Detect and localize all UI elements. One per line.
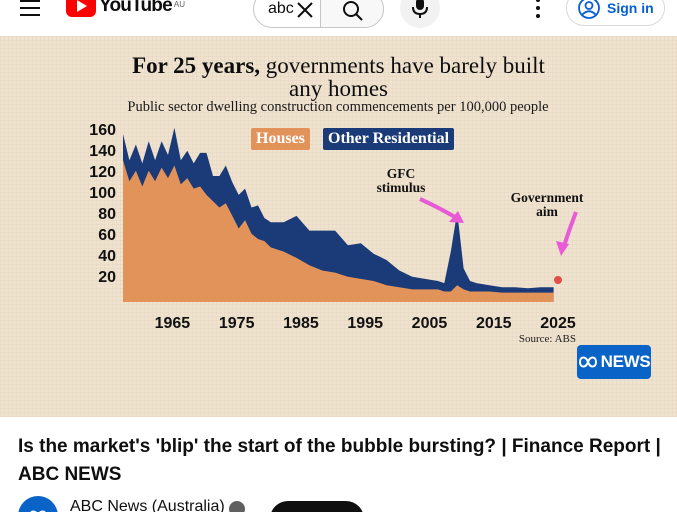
x-axis: 1965 1975 1985 1995 2005 2015 2025	[155, 315, 576, 332]
verified-icon	[229, 501, 245, 512]
legend-other-residential: Other Residential	[323, 128, 455, 150]
government-aim-point	[554, 276, 562, 284]
chart-title-rest: governments have barely built	[260, 53, 545, 78]
y-tick-label: 60	[98, 227, 116, 244]
abc-news-logo-text: NEWS	[600, 352, 651, 371]
abc-lissajous-icon	[578, 356, 597, 368]
logo-region: AU	[173, 0, 185, 9]
gov-aim-arrowhead	[556, 241, 569, 256]
annotation-gov-line2: aim	[536, 204, 559, 219]
chart-title: For 25 years, governments have barely bu…	[0, 54, 677, 77]
close-icon[interactable]	[294, 0, 316, 21]
video-player[interactable]: For 25 years, governments have barely bu…	[0, 36, 677, 417]
x-tick-label: 2005	[412, 315, 448, 332]
masthead: YouTube AU Sign in	[0, 0, 677, 36]
annotation-gfc-line1: GFC	[387, 166, 416, 181]
x-tick-label: 1975	[219, 315, 255, 332]
y-tick-label: 160	[89, 122, 116, 139]
subscribe-button[interactable]: Subscribe	[270, 501, 364, 512]
x-tick-label: 1965	[155, 315, 191, 332]
youtube-play-icon	[66, 0, 96, 17]
search-input[interactable]	[268, 0, 294, 19]
chart-title-line2: any homes	[288, 76, 388, 101]
abc-news-logo: NEWS	[577, 345, 651, 379]
logo-text: YouTube	[99, 0, 173, 16]
annotation-gov-line1: Government	[511, 190, 584, 205]
chart-subtitle: Public sector dwelling construction comm…	[127, 99, 549, 115]
y-tick-label: 100	[89, 185, 116, 202]
y-tick-label: 120	[89, 164, 116, 181]
channel-name[interactable]: ABC News (Australia)	[70, 498, 225, 512]
y-tick-label: 140	[89, 143, 116, 160]
menu-icon[interactable]	[20, 0, 42, 18]
x-tick-label: 1985	[283, 315, 319, 332]
y-tick-label: 80	[98, 206, 116, 223]
search-icon	[343, 1, 363, 21]
y-tick-label: 40	[98, 248, 116, 265]
video-title: Is the market's 'blip' the start of the …	[18, 436, 661, 485]
voice-search-button[interactable]	[400, 0, 440, 28]
search-button[interactable]	[320, 0, 384, 28]
area-chart: 20 40 60 80 100 120 140 160 1965 1975 1985 1995 200…	[89, 122, 584, 345]
microphone-icon	[412, 0, 428, 18]
y-tick-label: 20	[98, 269, 116, 286]
more-options-icon[interactable]	[528, 0, 548, 20]
sign-in-label: Sign in	[607, 0, 654, 16]
gfc-arrowhead	[449, 211, 464, 223]
channel-avatar[interactable]	[18, 496, 58, 512]
legend-houses: Houses	[251, 128, 310, 150]
search-box[interactable]	[253, 0, 321, 28]
account-icon	[578, 0, 600, 19]
sign-in-button[interactable]: Sign in	[566, 0, 665, 26]
chart-title-bold: For 25 years,	[132, 53, 261, 78]
x-tick-label: 1995	[347, 315, 383, 332]
annotation-gfc-line2: stimulus	[377, 180, 426, 195]
area-houses	[123, 160, 554, 302]
x-tick-label: 2015	[476, 315, 512, 332]
source-label: Source: ABS	[519, 333, 576, 345]
x-tick-label: 2025	[540, 315, 576, 332]
y-axis: 20 40 60 80 100 120 140 160	[89, 122, 116, 286]
youtube-logo[interactable]: YouTube AU	[66, 0, 185, 18]
